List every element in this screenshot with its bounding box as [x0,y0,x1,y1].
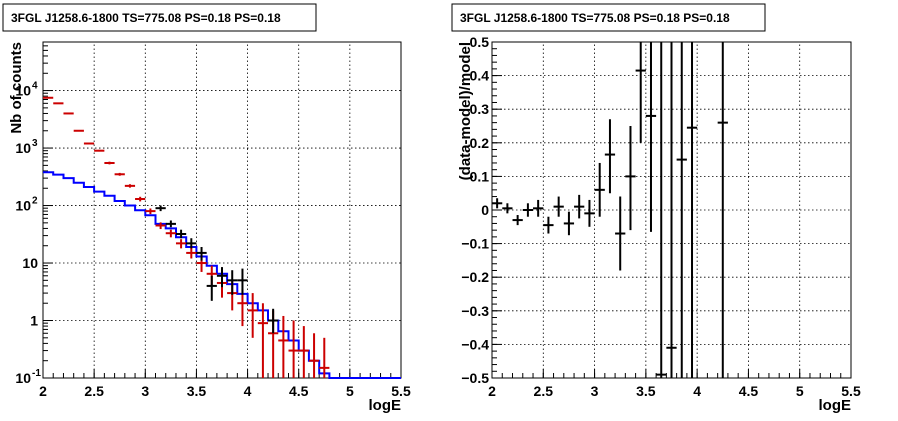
right-title: 3FGL J1258.6-1800 TS=775.08 PS=0.18 PS=0… [460,11,730,25]
left-marks [43,96,401,379]
right-y-tick-label: 0.4 [470,68,490,84]
right-x-tick-label: 3.5 [636,383,656,399]
left-y-tick-exponent: 4 [32,81,38,92]
right-x-tick-label: 2.5 [534,383,554,399]
left-y-tick-label: 10 [15,198,31,214]
right-y-axis-label: (data-model)/model [457,42,474,180]
right-y-tick-label: −0.5 [461,370,489,386]
left-y-tick-exponent: -1 [32,368,41,379]
right-x-tick-label: 4 [693,383,701,399]
right-y-tick-label: 0.3 [470,101,490,117]
left-x-tick-label: 2 [39,383,47,399]
left-x-tick-label: 5 [346,383,354,399]
right-grid [492,42,851,378]
left-y-axis-label: Nb of counts [8,42,25,134]
right-x-tick-label: 2 [488,383,496,399]
right-y-tick-label: −0.3 [461,303,489,319]
left-x-tick-label: 5.5 [391,383,411,399]
right-y-tick-label: −0.1 [461,236,489,252]
right-x-tick-label: 4.5 [739,383,759,399]
left-panel: 3FGL J1258.6-1800 TS=775.08 PS=0.18 PS=0… [2,3,411,414]
left-x-tick-label: 3 [141,383,149,399]
right-y-tick-label: 0.1 [470,168,490,184]
left-plot-frame [42,41,402,379]
left-y-tick-label: 1 [30,313,38,329]
right-x-axis-label: logE [819,397,852,414]
right-y-ticks: −0.5 −0.4 −0.3 −0.2 −0.1 0 0.1 0.2 0.3 0.4 0.5 [461,34,502,386]
left-x-tick-label: 4.5 [289,383,309,399]
left-y-tick-exponent: 3 [32,138,38,149]
right-x-tick-label: 5.5 [841,383,861,399]
left-x-tick-label: 2.5 [84,383,104,399]
left-title: 3FGL J1258.6-1800 TS=775.08 PS=0.18 PS=0… [11,11,281,25]
right-y-tick-label: 0 [481,202,489,218]
right-y-tick-label: −0.4 [461,336,489,352]
left-y-tick-label: 10 [15,83,31,99]
right-title-box [451,3,766,32]
left-y-tick-label: 10 [15,370,31,386]
right-marks [492,42,728,378]
right-x-tick-label: 5 [796,383,804,399]
right-y-tick-label: −0.2 [461,269,489,285]
left-x-axis-label: logE [369,397,402,414]
right-panel: 3FGL J1258.6-1800 TS=775.08 PS=0.18 PS=0… [451,3,861,414]
left-title-box [2,3,317,32]
right-y-tick-label: 0.2 [470,135,490,151]
right-y-tick-label: 0.5 [470,34,490,50]
right-x-tick-label: 3 [591,383,599,399]
left-grid [43,42,401,378]
left-x-ticks: 2 2.5 3 3.5 4 4.5 5 5.5 [39,369,411,399]
left-x-tick-label: 4 [244,383,252,399]
left-y-tick-exponent: 2 [32,196,38,207]
left-y-tick-label: 10 [15,140,31,156]
right-x-ticks: 2 2.5 3 3.5 4 4.5 5 5.5 [488,369,861,399]
left-y-tick-label: 10 [22,255,38,271]
left-x-tick-label: 3.5 [187,383,207,399]
